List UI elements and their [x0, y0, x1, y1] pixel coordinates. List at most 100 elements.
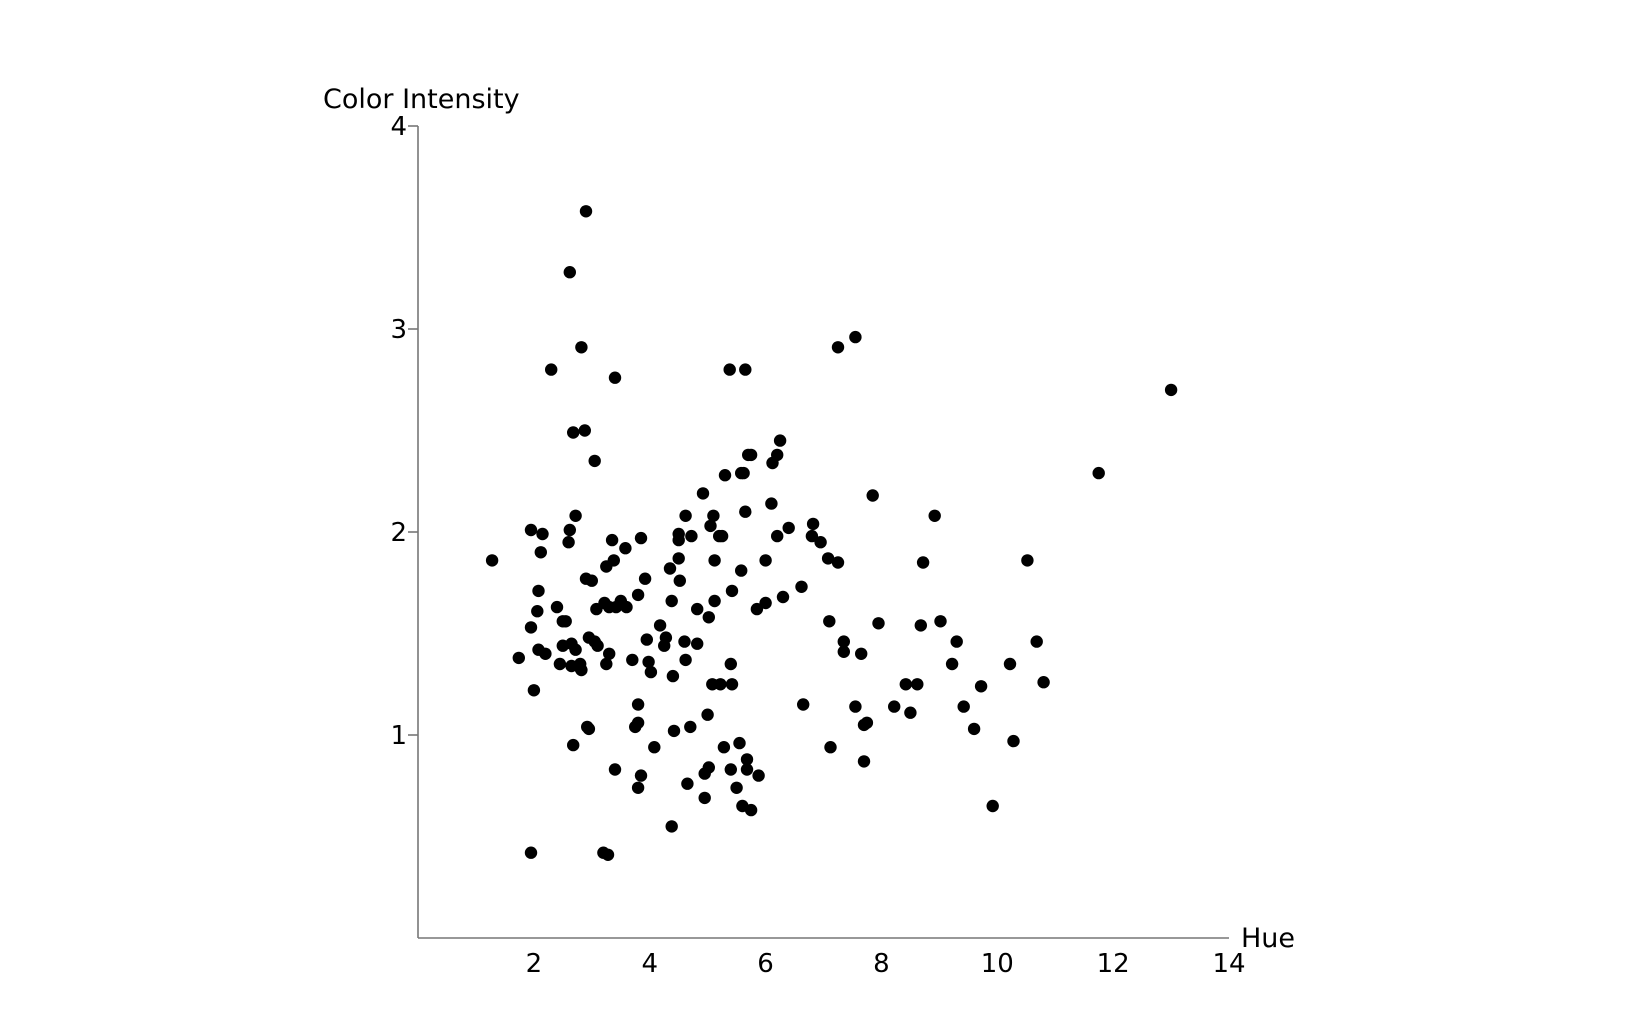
data-point: [607, 554, 620, 567]
data-point: [608, 371, 622, 384]
x-axis-ticks: 2 4 6 8 10 12 14: [526, 949, 1246, 979]
data-point: [582, 722, 596, 736]
data-point: [559, 615, 572, 628]
data-point: [691, 637, 704, 650]
data-point: [718, 469, 732, 482]
data-point: [701, 708, 714, 721]
data-point: [672, 533, 685, 547]
data-point: [578, 424, 591, 437]
data-point: [638, 572, 652, 585]
data-point: [773, 434, 787, 447]
data-point: [911, 678, 924, 691]
data-point: [957, 700, 970, 713]
data-point: [1007, 734, 1020, 748]
y-axis-title: Color Intensity: [323, 84, 520, 115]
data-point: [740, 753, 754, 766]
data-point: [795, 580, 808, 593]
y-axis-ticks: 1 2 3 4: [390, 112, 418, 751]
data-point: [550, 600, 564, 614]
data-point: [739, 363, 752, 376]
data-point: [744, 448, 758, 462]
data-point: [806, 517, 820, 531]
data-point: [771, 529, 784, 543]
data-point: [666, 669, 680, 683]
data-point: [672, 552, 685, 565]
data-point: [849, 330, 862, 344]
data-point: [567, 738, 580, 752]
data-point: [575, 663, 588, 677]
data-point: [725, 678, 739, 691]
data-point: [776, 590, 790, 604]
data-point: [857, 755, 871, 768]
data-point: [653, 619, 667, 632]
data-point: [717, 741, 731, 754]
data-point: [855, 647, 868, 660]
data-point: [860, 716, 874, 729]
data-point: [740, 763, 754, 776]
data-point: [986, 799, 999, 813]
x-tick-label: 4: [641, 949, 658, 979]
data-point: [735, 564, 748, 577]
data-point: [601, 848, 615, 861]
data-point: [1092, 466, 1105, 480]
data-point: [524, 523, 538, 537]
data-point: [524, 621, 538, 634]
data-point: [644, 665, 658, 679]
data-point: [534, 546, 547, 559]
data-point: [539, 647, 552, 660]
data-point: [824, 741, 837, 754]
data-point: [724, 763, 737, 776]
data-point: [608, 763, 622, 776]
data-point: [579, 205, 593, 218]
data-point: [665, 594, 678, 608]
data-point: [916, 556, 930, 569]
data-point: [765, 497, 778, 510]
data-point: [524, 846, 538, 859]
data-point: [685, 529, 698, 543]
x-axis-title: Hue: [1241, 923, 1295, 954]
data-point: [805, 529, 819, 543]
data-point: [725, 584, 739, 598]
data-point: [527, 684, 541, 697]
data-point: [659, 631, 673, 644]
x-tick-label: 2: [526, 949, 543, 979]
data-point: [569, 643, 582, 656]
x-tick-label: 14: [1212, 949, 1245, 979]
data-point: [603, 647, 616, 660]
data-point: [667, 724, 681, 738]
data-point: [588, 454, 601, 468]
data-point: [928, 509, 941, 522]
data-point: [585, 574, 598, 587]
data-point: [733, 736, 746, 750]
data-point: [888, 700, 901, 713]
data-point: [866, 489, 879, 502]
x-tick-label: 8: [873, 949, 890, 979]
data-point: [642, 655, 655, 669]
data-point: [648, 741, 661, 754]
data-point: [744, 803, 758, 817]
data-point: [707, 509, 720, 522]
data-point: [708, 554, 721, 567]
data-point: [849, 700, 862, 713]
data-point: [1003, 657, 1017, 671]
data-point: [631, 781, 645, 794]
data-point: [640, 633, 653, 646]
data-point: [600, 657, 613, 671]
data-point: [904, 706, 917, 719]
data-point: [605, 533, 619, 547]
data-point: [1021, 554, 1034, 567]
data-point: [563, 523, 576, 537]
data-point: [631, 698, 645, 711]
y-tick-label: 1: [390, 721, 407, 751]
data-point: [532, 584, 545, 598]
data-point: [714, 678, 727, 691]
data-point: [715, 529, 729, 543]
data-point: [837, 635, 850, 648]
data-point: [831, 341, 845, 354]
data-point: [899, 678, 912, 691]
data-point: [575, 341, 588, 354]
data-point: [531, 605, 544, 618]
data-point: [823, 615, 836, 628]
data-point: [634, 531, 648, 545]
